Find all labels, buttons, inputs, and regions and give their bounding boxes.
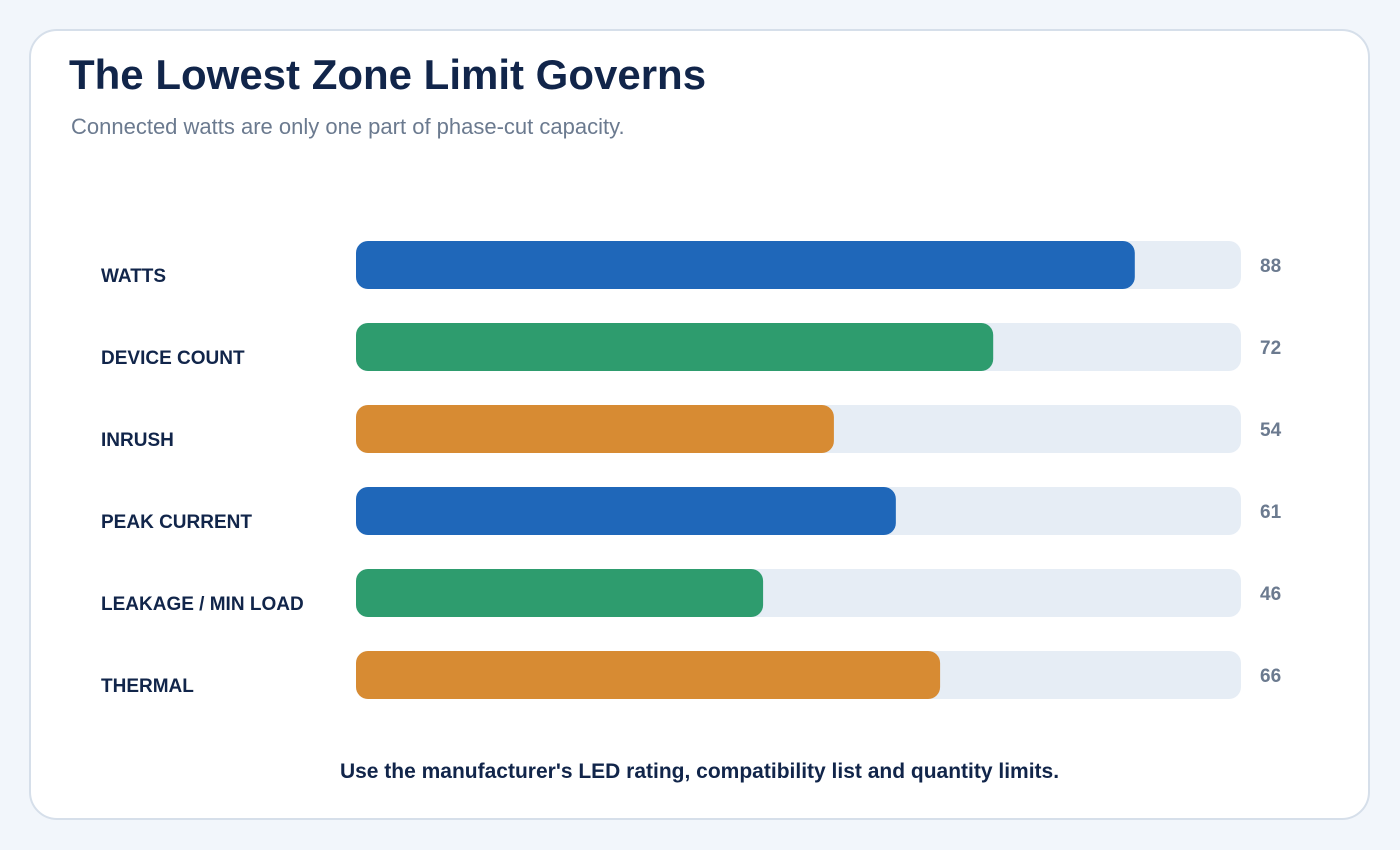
bar-row-inrush: INRUSH 54 [101,405,1282,453]
bar-row-thermal: THERMAL 66 [101,651,1281,699]
category-label-inrush: INRUSH [101,430,174,451]
bar-row-leakage-min-load: LEAKAGE / MIN LOAD 46 [101,569,1281,617]
bar-leakage-min-load [356,569,764,617]
value-label-peak-current: 61 [1260,502,1282,523]
bar-row-device-count: DEVICE COUNT 72 [101,323,1281,371]
bar-row-peak-current: PEAK CURRENT 61 [101,487,1282,535]
value-label-leakage-min-load: 46 [1260,584,1281,605]
value-label-inrush: 54 [1260,420,1282,441]
footer-note: Use the manufacturer's LED rating, compa… [339,760,1060,783]
value-label-watts: 88 [1260,256,1281,277]
bar-device-count [356,323,994,371]
bar-peak-current [356,487,896,535]
bar-watts [356,241,1135,289]
category-label-watts: WATTS [101,266,166,287]
category-label-thermal: THERMAL [101,676,194,697]
bar-inrush [356,405,834,453]
bar-thermal [356,651,941,699]
category-label-device-count: DEVICE COUNT [101,348,245,369]
bar-chart: WATTS 88 DEVICE COUNT 72 INRUSH 54 PEAK CURREN… [101,241,1282,699]
chart-title: The Lowest Zone Limit Governs [69,51,707,98]
value-label-thermal: 66 [1260,666,1281,687]
bar-row-watts: WATTS 88 [101,241,1281,289]
chart-card: The Lowest Zone Limit Governs Connected … [29,29,1370,820]
chart-subtitle: Connected watts are only one part of pha… [71,114,625,139]
category-label-peak-current: PEAK CURRENT [101,512,252,533]
value-label-device-count: 72 [1260,338,1281,359]
category-label-leakage-min-load: LEAKAGE / MIN LOAD [101,594,304,615]
